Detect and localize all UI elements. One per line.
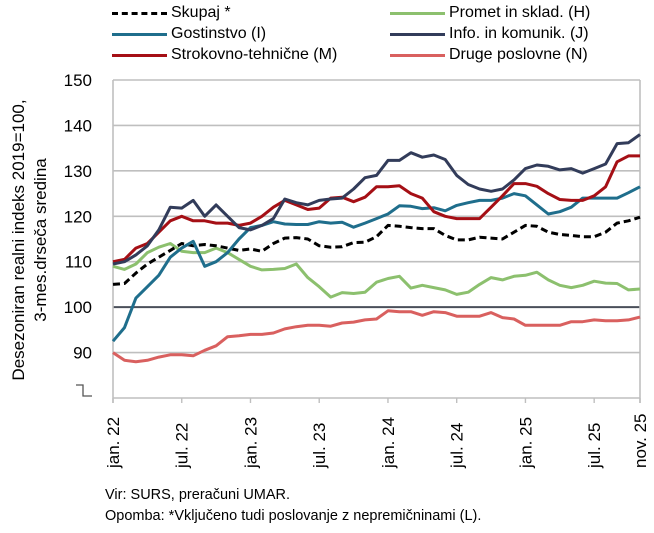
legend-item-strokovno: Strokovno-tehnične (M) [112, 45, 337, 65]
y-axis-label-line-1: Desezoniran realni indeks 2019=100, [9, 99, 28, 380]
footnote: Opomba: *Vključeno tudi poslovanje z nep… [105, 508, 482, 524]
x-tick-label: jul. 23 [310, 423, 329, 469]
y-axis-label: Desezoniran realni indeks 2019=100, 3-mes… [9, 99, 50, 380]
x-tick-labels: jan. 22 jul. 22 jan. 23 jul. 23 jan. 24 jul. … [104, 413, 650, 469]
legend-label: Skupaj * [171, 4, 231, 21]
legend: Skupaj * Gostinstvo (I) Strokovno-tehnič… [0, 3, 654, 69]
series-line-strokovno-tehni-ne-m [112, 154, 640, 264]
y-tick-labels: 90 100 110 120 130 140 150 [64, 71, 92, 363]
series-line-promet-in-sklad-h [112, 242, 641, 299]
legend-label: Strokovno-tehnične (M) [171, 46, 338, 63]
legend-label: Druge poslovne (N) [449, 46, 588, 63]
series-line-info-in-komunik-j [112, 133, 641, 266]
chart-notes: Vir: SURS, preračuni UMAR. Opomba: *Vklj… [105, 485, 481, 527]
legend-item-info: Info. in komunik. (J) [390, 24, 589, 44]
legend-item-gostinstvo: Gostinstvo (I) [112, 24, 266, 44]
x-tick-label: jul. 22 [173, 423, 192, 469]
series-line-skupaj [112, 215, 641, 286]
axes [76, 80, 641, 403]
x-tick-label: nov. 25 [631, 413, 650, 468]
y-tick-label: 130 [64, 162, 92, 181]
legend-item-skupaj: Skupaj * [112, 3, 231, 23]
series-line-druge-poslovne-n [112, 309, 641, 364]
legend-label: Promet in sklad. (H) [449, 4, 591, 21]
y-tick-label: 140 [64, 116, 92, 135]
legend-swatch [112, 53, 167, 57]
y-tick-label: 150 [64, 71, 92, 90]
series-line-gostinstvo-i [111, 185, 641, 343]
legend-label: Gostinstvo (I) [171, 25, 267, 42]
axis-break-icon [76, 384, 92, 397]
x-tick-label: jul. 24 [448, 423, 467, 469]
legend-swatch [112, 11, 167, 15]
y-tick-label: 100 [64, 298, 92, 317]
y-tick-label: 110 [65, 253, 92, 272]
x-tick-label: jan. 22 [104, 417, 123, 469]
legend-swatch [112, 32, 167, 36]
y-tick-label: 90 [73, 344, 92, 363]
legend-swatch [390, 11, 445, 15]
legend-item-promet: Promet in sklad. (H) [390, 3, 590, 23]
y-axis-label-line-2: 3-mes.drseča sredina [31, 158, 50, 322]
source-note: Vir: SURS, preračuni UMAR. [105, 487, 291, 503]
legend-label: Info. in komunik. (J) [449, 25, 589, 42]
x-tick-label: jan. 25 [516, 417, 535, 469]
y-tick-label: 120 [64, 207, 92, 226]
legend-swatch [390, 53, 445, 57]
x-tick-label: jan. 23 [241, 417, 260, 469]
x-tick-label: jan. 24 [379, 417, 398, 469]
legend-item-druge: Druge poslovne (N) [390, 45, 588, 65]
gridlines [113, 79, 640, 354]
x-tick-label: jul. 25 [585, 423, 604, 469]
series-lines [111, 133, 641, 364]
legend-swatch [390, 32, 445, 36]
